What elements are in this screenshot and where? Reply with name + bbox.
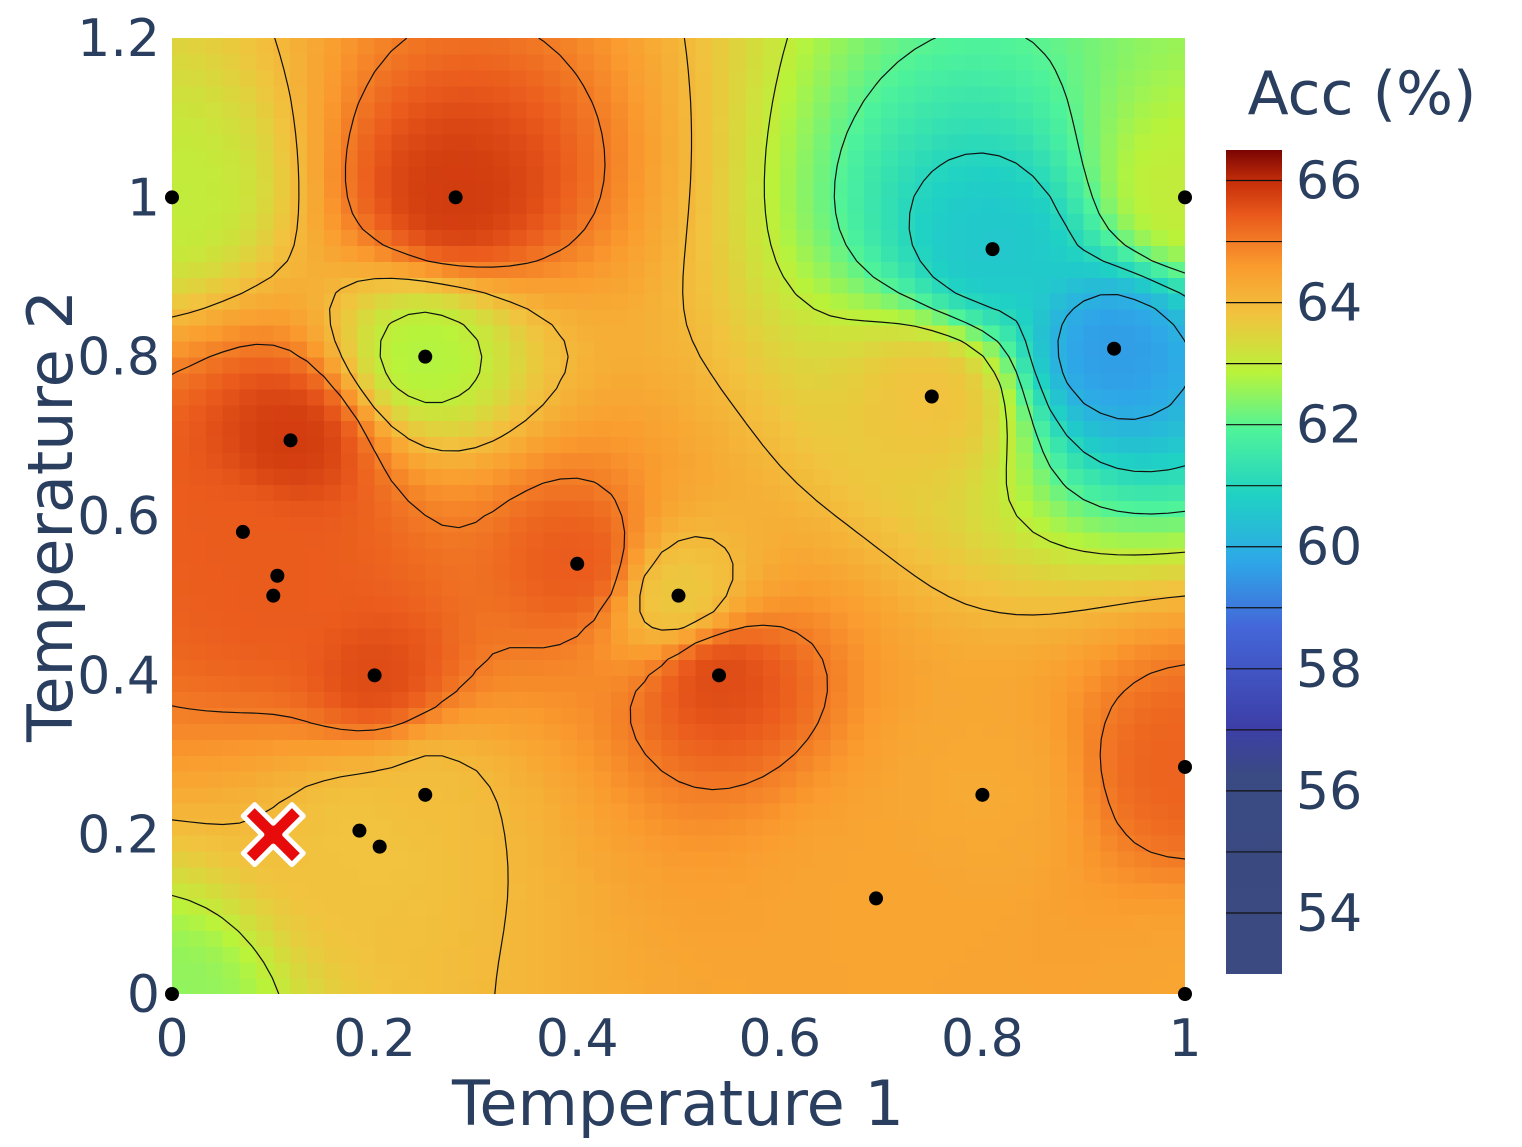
colorbar-tick-label: 54	[1296, 884, 1362, 944]
sample-point	[1178, 190, 1192, 205]
x-tick-label: 0	[155, 1009, 188, 1069]
y-tick-label: 0.8	[77, 328, 160, 388]
sample-point	[352, 823, 367, 838]
sample-point	[270, 568, 285, 583]
sample-point	[235, 524, 250, 539]
sample-point	[1178, 987, 1192, 1001]
best-config-marker	[240, 802, 306, 868]
colorbar-tick-label: 64	[1296, 274, 1362, 334]
sample-point	[283, 433, 298, 448]
sample-point	[367, 668, 382, 683]
sample-point	[372, 839, 387, 854]
colorbar-tick-label: 62	[1296, 396, 1362, 456]
y-tick-label: 0	[127, 965, 160, 1025]
sample-point	[869, 891, 884, 906]
sample-point	[1107, 341, 1122, 356]
y-tick-label: 0.2	[77, 806, 160, 866]
sample-point	[418, 787, 433, 802]
colorbar-tick-label: 66	[1296, 152, 1362, 212]
sample-point	[448, 190, 463, 205]
contour-line	[908, 152, 1185, 473]
contour-line	[833, 38, 1185, 515]
contour-line	[172, 38, 1185, 994]
sample-point	[165, 190, 179, 205]
plot-area	[172, 38, 1185, 994]
sample-point	[266, 588, 281, 603]
x-tick-label: 0.8	[941, 1009, 1024, 1069]
y-tick-label: 0.4	[77, 646, 160, 706]
sample-point	[924, 389, 939, 404]
y-tick-label: 0.6	[77, 487, 160, 547]
y-tick-label: 1.2	[77, 9, 160, 69]
sample-point	[165, 987, 179, 1001]
sample-point	[975, 787, 990, 802]
colorbar-title: Acc (%)	[1248, 59, 1477, 129]
contour-line	[172, 38, 1185, 860]
contour-line	[172, 38, 1185, 994]
x-tick-label: 0.2	[333, 1009, 416, 1069]
y-tick-label: 1	[127, 168, 160, 228]
sample-point	[570, 556, 585, 571]
y-axis-label: Temperature 2	[14, 290, 87, 743]
colorbar-tick-label: 56	[1296, 762, 1362, 822]
sample-point	[712, 668, 727, 683]
contour-line	[1057, 294, 1185, 420]
x-tick-label: 1	[1168, 1009, 1201, 1069]
sample-point	[1178, 759, 1192, 774]
colorbar-tick-label: 58	[1296, 640, 1362, 700]
sample-point	[985, 242, 1000, 257]
x-axis-label: Temperature 1	[451, 1067, 904, 1140]
colorbar	[1226, 150, 1282, 974]
x-tick-label: 0.6	[738, 1009, 821, 1069]
sample-point	[671, 588, 686, 603]
x-tick-label: 0.4	[536, 1009, 619, 1069]
colorbar-tick-label: 60	[1296, 518, 1362, 578]
sample-point	[418, 349, 433, 364]
